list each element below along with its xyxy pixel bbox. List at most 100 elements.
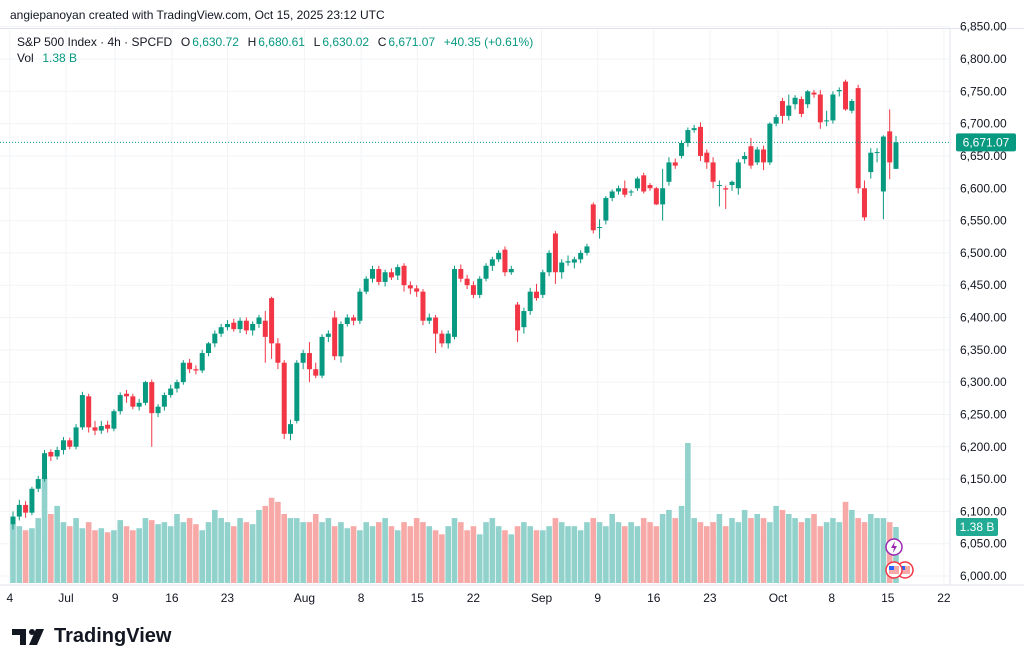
candle bbox=[622, 180, 628, 198]
volume-bar bbox=[666, 509, 672, 583]
candle bbox=[855, 84, 861, 194]
candle-body bbox=[458, 269, 464, 279]
volume-bar bbox=[615, 522, 622, 583]
candle-body bbox=[735, 162, 741, 189]
volume-bar bbox=[218, 518, 224, 583]
candle-body bbox=[716, 185, 722, 187]
event-markers[interactable] bbox=[885, 538, 914, 579]
candle-body bbox=[433, 317, 439, 334]
candle-body bbox=[508, 269, 514, 273]
y-tick-label: 6,350.00 bbox=[960, 343, 1007, 357]
candle bbox=[199, 349, 205, 374]
candle bbox=[786, 94, 792, 121]
candle-body bbox=[704, 152, 710, 163]
candle bbox=[67, 437, 73, 450]
candle-body bbox=[117, 395, 123, 412]
volume-bar bbox=[621, 526, 628, 583]
candle-body bbox=[527, 291, 533, 312]
open-value: 6,630.72 bbox=[192, 35, 239, 49]
candle bbox=[275, 338, 281, 370]
candle-body bbox=[306, 353, 312, 370]
volume-bar bbox=[855, 518, 861, 583]
volume-bar bbox=[382, 518, 388, 583]
volume-bar bbox=[710, 522, 716, 583]
volume-bar bbox=[16, 526, 23, 583]
candle bbox=[533, 283, 539, 301]
candle bbox=[496, 250, 502, 262]
candle-body bbox=[313, 369, 319, 376]
volume-value: 1.38 B bbox=[42, 51, 78, 65]
candle-body bbox=[477, 278, 483, 295]
volume-bar bbox=[104, 532, 111, 583]
candle bbox=[35, 475, 41, 492]
volume-bar bbox=[577, 530, 584, 583]
candle bbox=[628, 189, 634, 197]
volume-bar bbox=[60, 522, 67, 583]
candle-body bbox=[874, 152, 880, 154]
y-tick-label: 6,450.00 bbox=[960, 278, 1007, 292]
tradingview-logo: TradingView bbox=[12, 625, 171, 648]
candle bbox=[86, 393, 92, 433]
candle-body bbox=[288, 424, 294, 434]
volume-bar bbox=[703, 526, 710, 583]
candle bbox=[332, 311, 338, 361]
candle-body bbox=[603, 197, 609, 221]
candle-body bbox=[275, 343, 281, 363]
candle-body bbox=[388, 272, 394, 278]
volume-bar bbox=[628, 522, 634, 583]
volume-bar bbox=[458, 522, 464, 583]
volume-bar bbox=[66, 526, 73, 583]
candle bbox=[729, 180, 735, 191]
candle bbox=[224, 320, 230, 331]
candle bbox=[609, 189, 615, 202]
last-volume-badge bbox=[956, 518, 998, 536]
volume-bar bbox=[54, 505, 60, 583]
candle-body bbox=[546, 252, 552, 273]
candle bbox=[124, 389, 130, 403]
volume-bar bbox=[167, 526, 174, 583]
candle-body bbox=[224, 323, 230, 328]
y-tick-label: 6,600.00 bbox=[960, 181, 1007, 195]
candle-body bbox=[269, 298, 275, 344]
volume-bar bbox=[514, 526, 521, 583]
y-tick-label: 6,750.00 bbox=[960, 84, 1007, 98]
volume-bar bbox=[603, 526, 609, 583]
candle bbox=[824, 110, 830, 127]
candle-body bbox=[67, 440, 73, 447]
candle-body bbox=[414, 288, 420, 292]
candle-body bbox=[552, 233, 558, 273]
candle-body bbox=[622, 188, 628, 195]
candle bbox=[792, 95, 798, 110]
candle bbox=[29, 486, 35, 516]
volume-bar bbox=[357, 530, 363, 583]
tradingview-logo-icon bbox=[12, 628, 44, 645]
x-tick-label: 8 bbox=[358, 591, 365, 605]
volume-bar bbox=[401, 522, 407, 583]
candle-body bbox=[672, 162, 678, 166]
candle-body bbox=[710, 162, 716, 182]
candle-body bbox=[691, 128, 697, 131]
candle bbox=[811, 90, 817, 98]
candle-body bbox=[748, 146, 754, 166]
candle-body bbox=[464, 278, 470, 286]
low-label: L bbox=[313, 35, 321, 49]
close-label: C bbox=[377, 35, 387, 49]
candle bbox=[212, 330, 218, 348]
volume-bar bbox=[880, 518, 887, 583]
volume-bar bbox=[716, 514, 723, 583]
candlestick-chart[interactable]: 6,000.00 6,050.00 6,100.00 6,150.00 6,200.00… bbox=[0, 0, 1024, 612]
volume-bar bbox=[640, 518, 647, 583]
symbol-label[interactable]: S&P 500 Index · 4h · SPCFD bbox=[17, 35, 173, 49]
volume-bar bbox=[830, 518, 836, 583]
candle-body bbox=[439, 333, 445, 344]
candle-body bbox=[590, 204, 596, 231]
candle bbox=[98, 420, 104, 434]
candle bbox=[880, 135, 886, 220]
candle-body bbox=[767, 123, 773, 163]
us-flag-canton bbox=[889, 566, 894, 570]
close-value: 6,671.07 bbox=[388, 35, 436, 49]
candle bbox=[565, 255, 571, 266]
candle-body bbox=[401, 265, 407, 286]
volume-bar bbox=[420, 522, 426, 583]
volume-bar bbox=[136, 528, 142, 583]
